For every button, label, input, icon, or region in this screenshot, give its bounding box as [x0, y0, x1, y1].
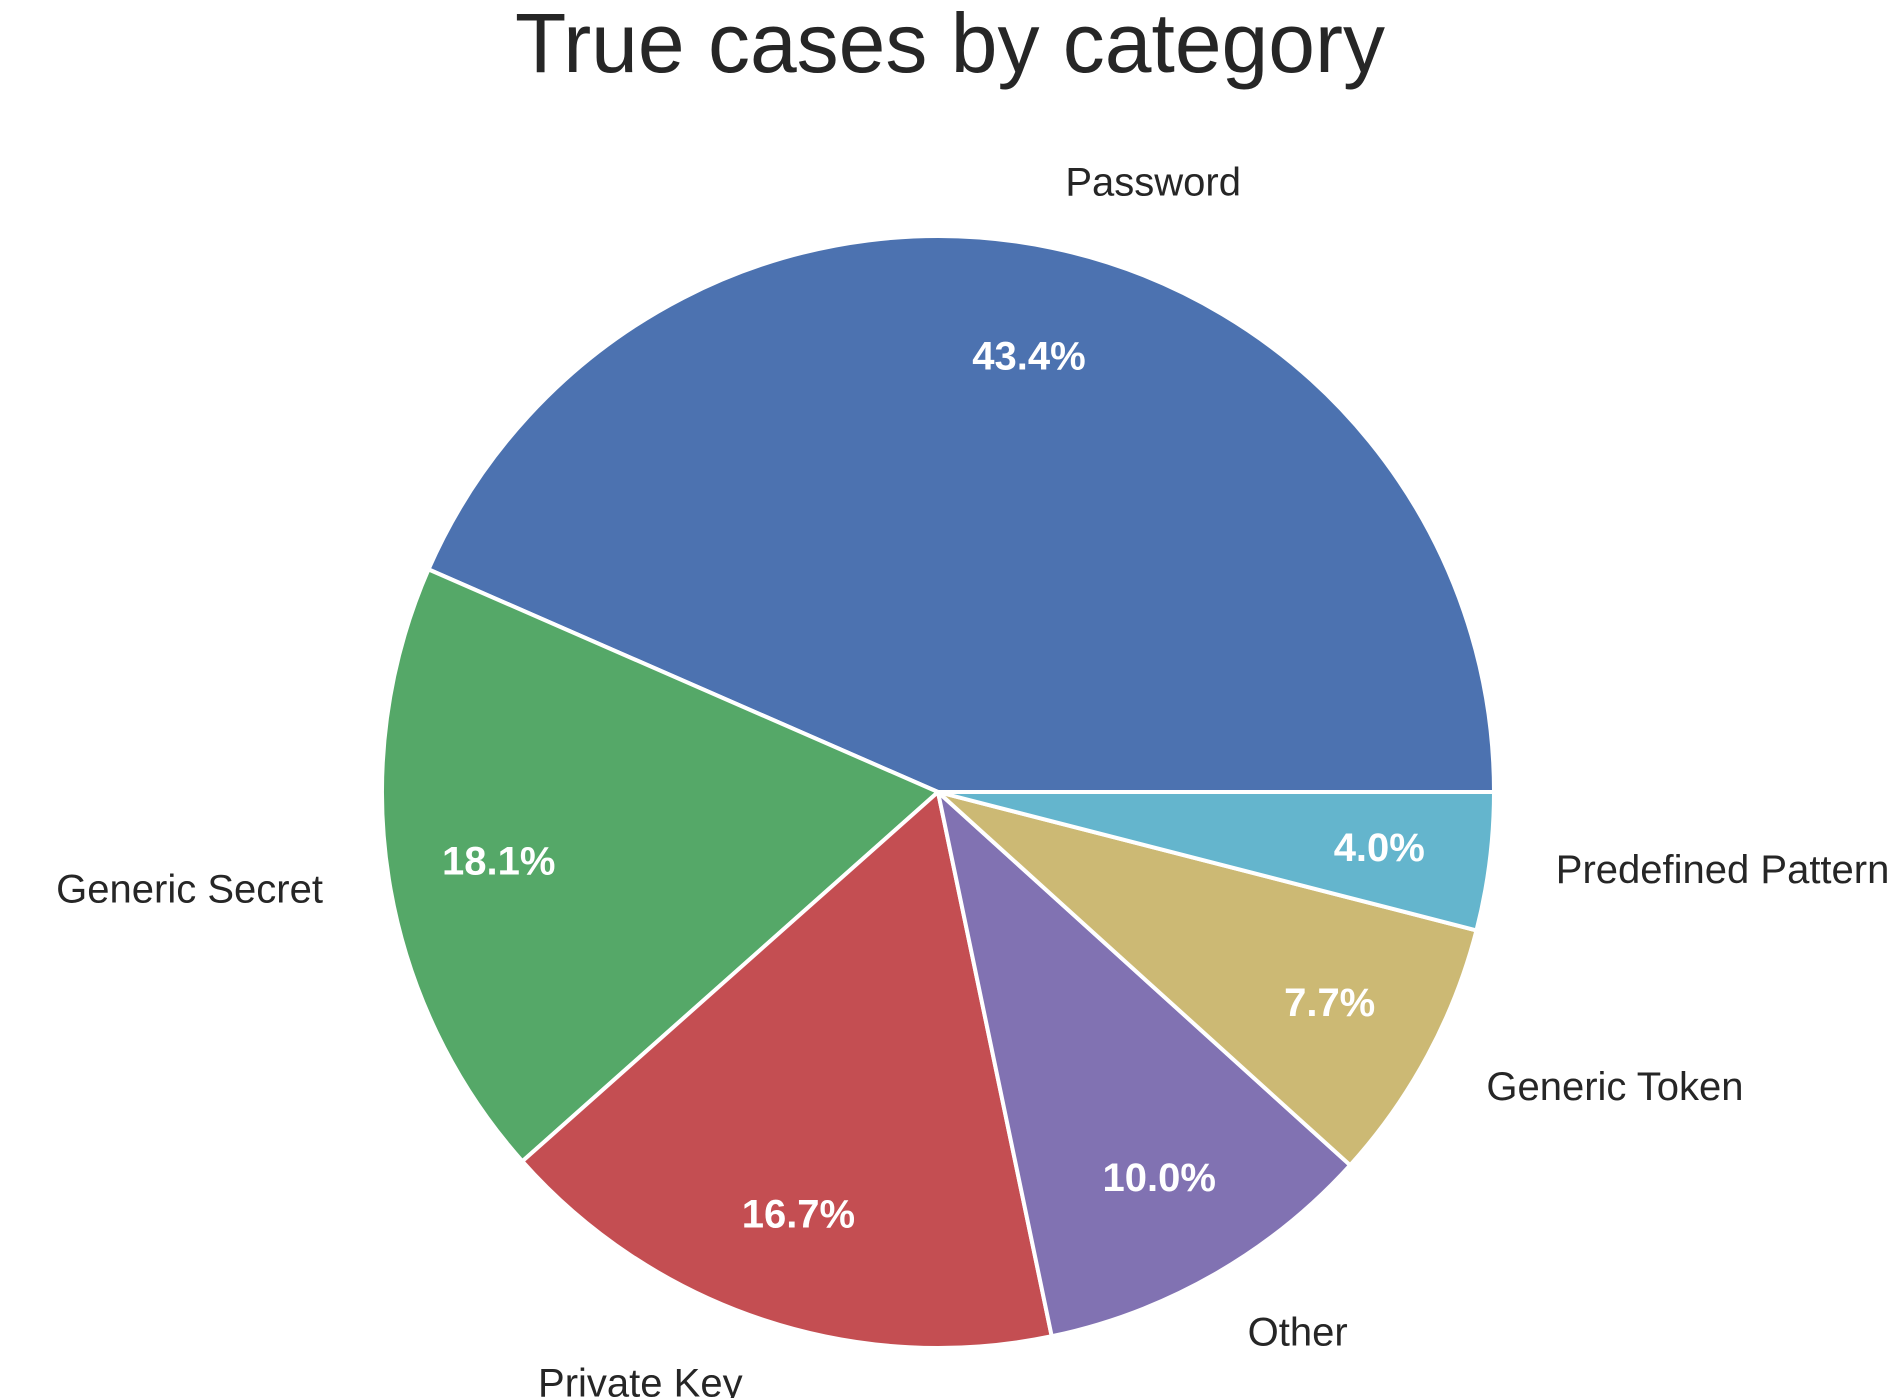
percentage-label-password: 43.4% — [972, 335, 1085, 379]
pie-slices — [380, 234, 1496, 1350]
percentage-label-generic-secret: 18.1% — [442, 840, 555, 884]
pie-slice-generic-secret — [380, 567, 940, 1164]
pie-slice-private-key — [520, 790, 1054, 1350]
percentage-label-private-key: 16.7% — [742, 1192, 855, 1236]
category-label-other: Other — [1248, 1310, 1348, 1354]
category-label-predefined-pattern: Predefined Pattern — [1556, 848, 1890, 892]
percentage-label-generic-token: 7.7% — [1284, 981, 1375, 1025]
category-labels: Password Generic Secret Private Key Other Ge… — [56, 160, 1889, 1398]
category-label-password: Password — [1065, 160, 1241, 204]
category-label-private-key: Private Key — [538, 1361, 743, 1398]
pie-slice-other — [936, 790, 1353, 1339]
percentage-label-other: 10.0% — [1102, 1156, 1215, 1200]
pie-slice-predefined-pattern — [936, 790, 1496, 933]
category-label-generic-token: Generic Token — [1486, 1065, 1743, 1109]
percentage-label-predefined-pattern: 4.0% — [1334, 826, 1425, 870]
pie-slice-password — [426, 234, 1496, 794]
pie-slice-generic-token — [936, 790, 1479, 1168]
percentage-labels: 43.4% 18.1% 16.7% 10.0% 7.7% 4.0% — [442, 335, 1425, 1237]
chart-title: True cases by category — [515, 0, 1385, 90]
category-label-generic-secret: Generic Secret — [56, 868, 323, 912]
